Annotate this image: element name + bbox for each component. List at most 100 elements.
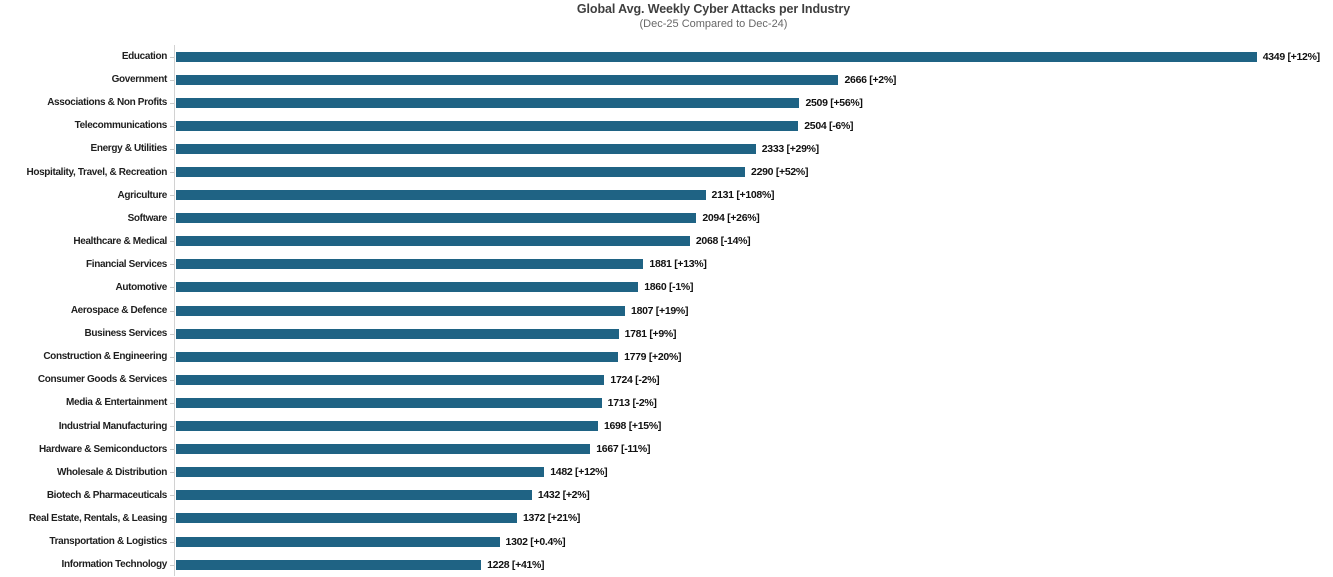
chart-row: Telecommunications 2504 [-6%] bbox=[0, 114, 1333, 138]
y-axis-tick bbox=[170, 426, 174, 428]
bar bbox=[176, 397, 602, 408]
value-label: 2333 [+29%] bbox=[761, 142, 819, 155]
chart-row: Software 2094 [+26%] bbox=[0, 206, 1333, 230]
chart-row: Hardware & Semiconductors 1667 [-11%] bbox=[0, 437, 1333, 461]
y-axis-tick bbox=[170, 125, 174, 127]
chart-row: Aerospace & Defence 1807 [+19%] bbox=[0, 299, 1333, 323]
chart-header: Global Avg. Weekly Cyber Attacks per Ind… bbox=[0, 0, 1333, 31]
bar bbox=[176, 467, 545, 478]
value-label: 1372 [+21%] bbox=[522, 512, 581, 525]
value-label: 2666 [+2%] bbox=[844, 73, 897, 86]
chart-row: Construction & Engineering 1779 [+20%] bbox=[0, 345, 1333, 369]
bar bbox=[176, 536, 500, 547]
bar bbox=[176, 143, 756, 154]
value-label: 1302 [+0.4%] bbox=[505, 535, 566, 548]
value-label: 1807 [+19%] bbox=[631, 304, 689, 317]
category-label: Consumer Goods & Services bbox=[37, 374, 167, 386]
category-label: Media & Entertainment bbox=[66, 397, 167, 409]
category-label: Financial Services bbox=[86, 258, 167, 270]
bar bbox=[176, 259, 644, 270]
category-label: Aerospace & Defence bbox=[70, 305, 168, 317]
value-label: 1860 [-1%] bbox=[644, 281, 694, 294]
y-axis-tick bbox=[170, 79, 174, 81]
category-label: Automotive bbox=[115, 281, 167, 293]
bar bbox=[176, 351, 619, 362]
bar-area: 1372 [+21%] bbox=[170, 506, 1333, 530]
value-label: 4349 [+12%] bbox=[1262, 50, 1320, 63]
bar-area: 1698 [+15%] bbox=[170, 414, 1333, 438]
chart-row: Transportation & Logistics 1302 [+0.4%] bbox=[0, 529, 1333, 554]
y-axis-tick bbox=[170, 541, 174, 543]
value-label: 1432 [+2%] bbox=[537, 489, 590, 502]
bar bbox=[176, 490, 532, 501]
chart-title: Global Avg. Weekly Cyber Attacks per Ind… bbox=[576, 2, 851, 16]
category-label: Wholesale & Distribution bbox=[57, 466, 167, 478]
value-label: 1713 [-2%] bbox=[607, 396, 657, 409]
bar-area: 1302 [+0.4%] bbox=[170, 529, 1333, 554]
bar-area: 2290 [+52%] bbox=[170, 160, 1333, 184]
chart-subtitle: (Dec-25 Compared to Dec-24) bbox=[639, 18, 788, 30]
bar-area: 1713 [-2%] bbox=[170, 391, 1333, 415]
category-label: Agriculture bbox=[117, 189, 168, 201]
value-label: 1881 [+13%] bbox=[649, 258, 707, 271]
value-label: 1228 [+41%] bbox=[487, 558, 545, 571]
y-axis-tick bbox=[170, 518, 174, 520]
category-label: Biotech & Pharmaceuticals bbox=[46, 489, 168, 501]
bar bbox=[176, 74, 839, 85]
category-label: Energy & Utilities bbox=[90, 143, 168, 155]
bar-area: 1228 [+41%] bbox=[170, 553, 1333, 577]
y-axis-tick bbox=[170, 356, 174, 358]
y-axis-tick bbox=[170, 402, 174, 404]
chart-row: Wholesale & Distribution 1482 [+12%] bbox=[0, 460, 1333, 484]
y-axis-tick bbox=[170, 172, 174, 174]
y-axis-tick bbox=[170, 472, 174, 474]
category-label: Construction & Engineering bbox=[43, 351, 167, 363]
chart-row: Information Technology 1228 [+41%] bbox=[0, 553, 1333, 577]
y-axis-tick bbox=[170, 564, 174, 566]
bar bbox=[176, 444, 591, 455]
category-label: Government bbox=[111, 74, 168, 86]
chart-row: Consumer Goods & Services 1724 [-2%] bbox=[0, 368, 1333, 392]
chart-row: Business Services 1781 [+9%] bbox=[0, 322, 1333, 346]
category-label: Software bbox=[127, 212, 168, 224]
bar-area: 1482 [+12%] bbox=[170, 460, 1333, 484]
category-label: Transportation & Logistics bbox=[49, 536, 167, 548]
bar-area: 1781 [+9%] bbox=[170, 322, 1333, 346]
bar-area: 1724 [-2%] bbox=[170, 368, 1333, 392]
y-axis-tick bbox=[170, 379, 174, 381]
y-axis-tick bbox=[170, 264, 174, 266]
bar-area: 1860 [-1%] bbox=[170, 275, 1333, 300]
y-axis-tick bbox=[170, 102, 174, 104]
bar-area: 1432 [+2%] bbox=[170, 483, 1333, 507]
bar-area: 2509 [+56%] bbox=[170, 91, 1333, 115]
value-label: 1724 [-2%] bbox=[610, 373, 660, 386]
bar bbox=[176, 51, 1257, 62]
bar bbox=[176, 374, 605, 385]
bar bbox=[176, 559, 482, 570]
value-label: 2290 [+52%] bbox=[751, 166, 809, 179]
bar bbox=[176, 167, 746, 178]
bar-area: 2131 [+108%] bbox=[170, 183, 1333, 207]
bar-area: 1807 [+19%] bbox=[170, 299, 1333, 323]
chart-row: Industrial Manufacturing 1698 [+15%] bbox=[0, 414, 1333, 438]
bar bbox=[176, 190, 706, 201]
chart-row: Media & Entertainment 1713 [-2%] bbox=[0, 391, 1333, 415]
bar-area: 4349 [+12%] bbox=[170, 45, 1333, 69]
category-label: Real Estate, Rentals, & Leasing bbox=[28, 512, 167, 524]
value-label: 1781 [+9%] bbox=[624, 327, 677, 340]
value-label: 2094 [+26%] bbox=[702, 212, 760, 225]
chart-row: Agriculture 2131 [+108%] bbox=[0, 183, 1333, 207]
y-axis-tick bbox=[170, 241, 174, 243]
y-axis-tick bbox=[170, 495, 174, 497]
category-label: Information Technology bbox=[61, 559, 168, 571]
bar-area: 2068 [-14%] bbox=[170, 229, 1333, 253]
value-label: 1482 [+12%] bbox=[550, 466, 608, 479]
y-axis-tick bbox=[170, 310, 174, 312]
chart-row: Government 2666 [+2%] bbox=[0, 68, 1333, 92]
plot-area: Education 4349 [+12%] Government 2666 [+… bbox=[0, 45, 1333, 577]
bar bbox=[176, 328, 619, 339]
category-label: Healthcare & Medical bbox=[73, 235, 167, 247]
bar bbox=[176, 421, 598, 432]
y-axis-tick bbox=[170, 287, 174, 289]
